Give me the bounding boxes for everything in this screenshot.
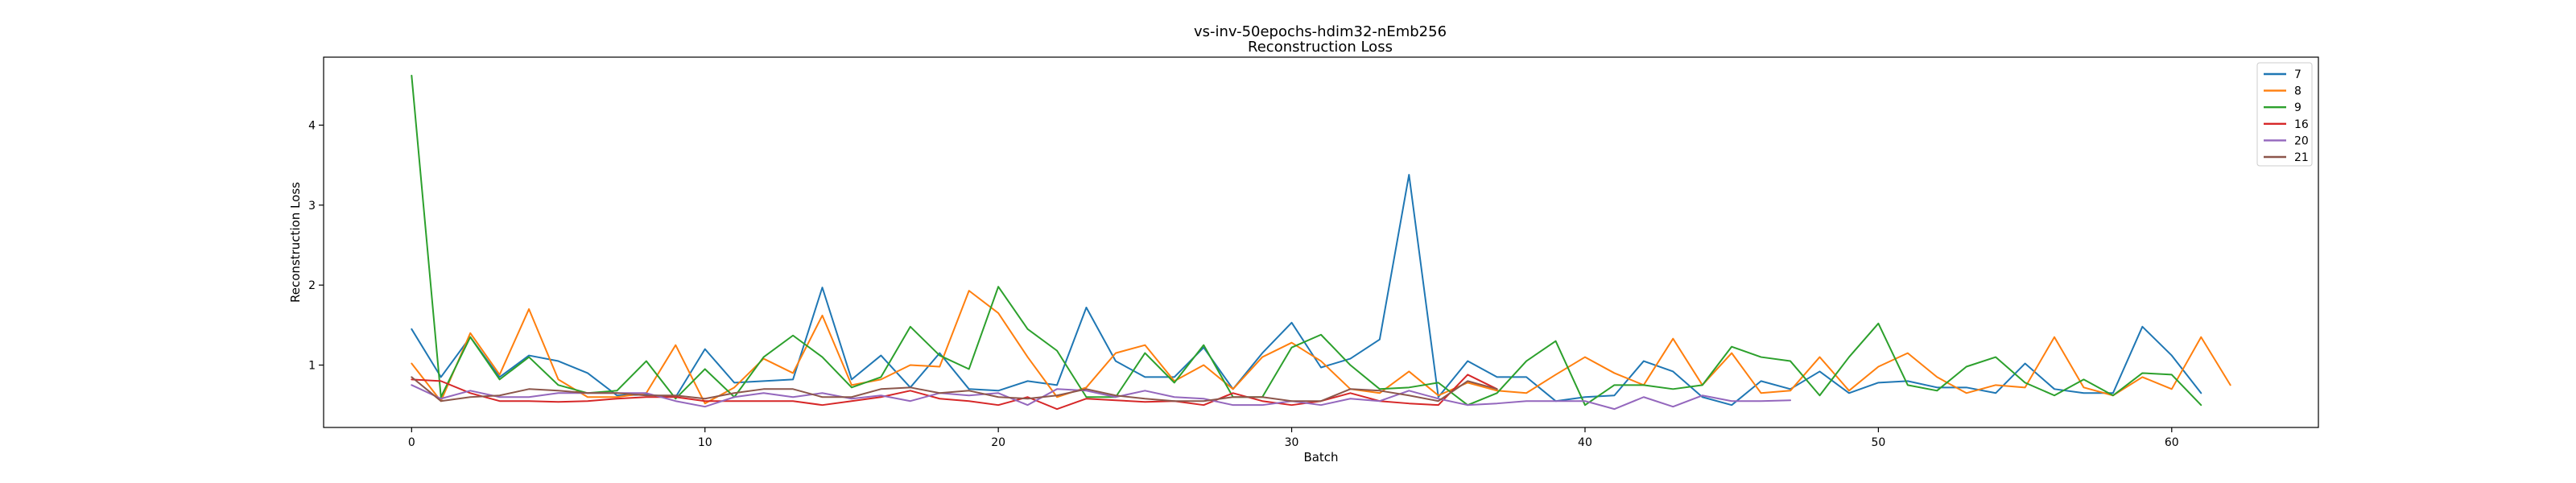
legend-label-20: 20 (2294, 134, 2309, 147)
series-line-8 (411, 290, 2231, 405)
x-tick-label: 10 (698, 436, 712, 449)
y-tick-label: 3 (308, 200, 316, 213)
legend-label-21: 21 (2294, 151, 2309, 164)
legend-label-8: 8 (2294, 85, 2301, 98)
legend-box (2256, 62, 2313, 167)
y-axis-label: Reconstruction Loss (288, 182, 303, 303)
x-tick-label: 40 (1578, 436, 1592, 449)
x-tick-label: 0 (408, 436, 415, 449)
series-line-9 (411, 74, 2202, 407)
legend-label-9: 9 (2294, 101, 2301, 114)
x-tick-label: 30 (1285, 436, 1299, 449)
legend-label-7: 7 (2294, 68, 2301, 81)
legend: 7 8 9 16 20 21 (2256, 62, 2313, 167)
series-line-20 (411, 384, 1792, 411)
y-tick-label: 2 (308, 279, 316, 292)
y-tick-label: 4 (308, 119, 316, 132)
y-axis-ticks: 1 2 3 4 (308, 119, 324, 373)
x-axis-ticks: 0 10 20 30 40 50 60 (408, 427, 2179, 449)
series-line-7 (411, 174, 2202, 407)
series-lines (411, 74, 2231, 411)
y-tick-label: 1 (308, 360, 316, 373)
legend-label-16: 16 (2294, 118, 2309, 131)
x-tick-label: 50 (1871, 436, 1885, 449)
plot-area-frame (323, 56, 2319, 428)
chart-subtitle: Reconstruction Loss (1248, 39, 1393, 56)
x-tick-label: 60 (2165, 436, 2179, 449)
x-tick-label: 20 (991, 436, 1005, 449)
x-axis-label: Batch (1303, 450, 1338, 464)
chart-title: vs-inv-50epochs-hdim32-nEmb256 (1194, 23, 1447, 40)
series-line-21 (411, 376, 1498, 402)
